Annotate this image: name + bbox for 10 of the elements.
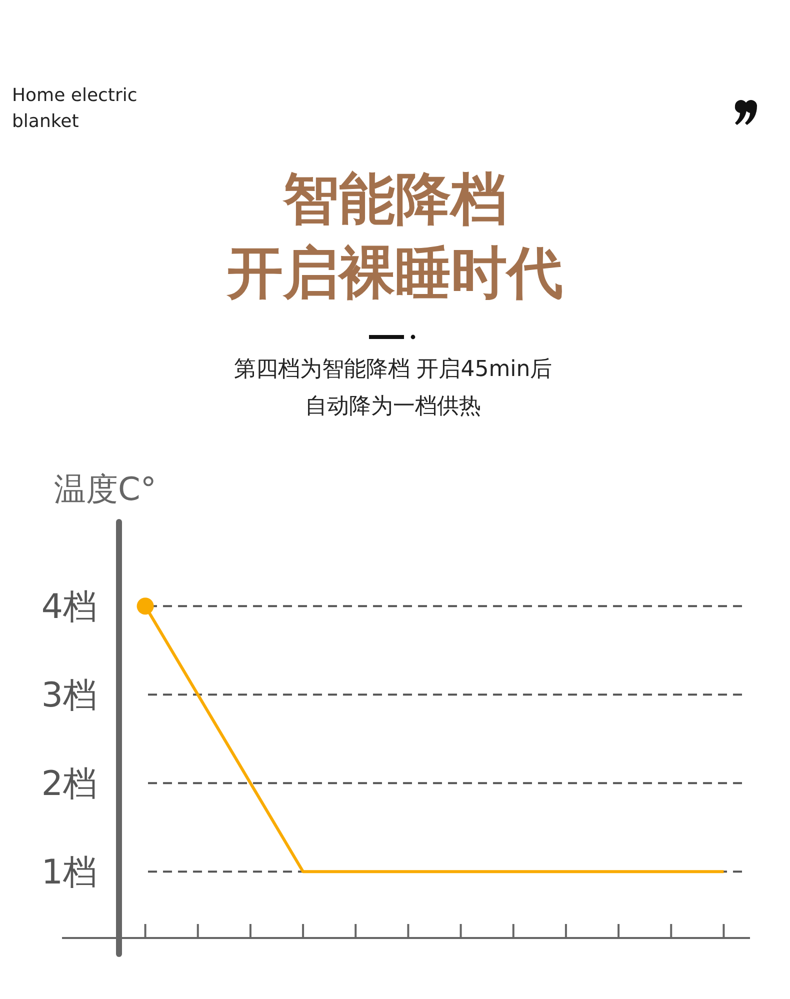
text: 第四档为智能降档 开启45min后 bbox=[234, 357, 552, 382]
chart-subtitle: 开启裸睡时代 bbox=[226, 241, 563, 306]
chart-title: 智能降档 bbox=[282, 167, 507, 232]
y-tick-label: 2档 bbox=[41, 764, 97, 804]
y-tick-label: 3档 bbox=[41, 675, 97, 716]
y-tick-label: 4档 bbox=[41, 586, 97, 627]
text: 自动降为一档供热 bbox=[305, 394, 481, 419]
y-tick-label: 1档 bbox=[41, 852, 97, 893]
y-axis-title: 温度C° bbox=[54, 470, 156, 508]
text: Home electric blanket bbox=[12, 85, 138, 132]
